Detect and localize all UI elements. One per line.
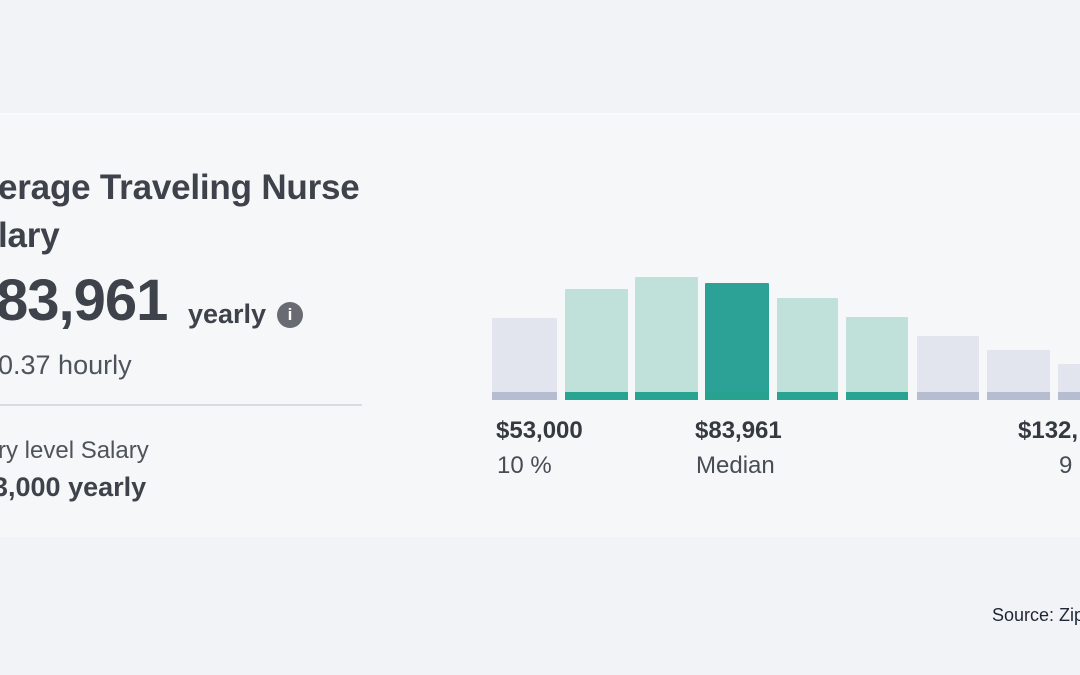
chart-label-90th-percentile: 9 (1059, 452, 1073, 479)
histogram-bar (1058, 364, 1080, 400)
chart-label-median-percentile: Median (696, 452, 775, 479)
histogram-bar-base (1058, 392, 1080, 400)
hourly-salary: 0.37 hourly (0, 350, 132, 380)
main-salary-period: yearly (188, 299, 267, 329)
histogram-bar-base (492, 392, 557, 400)
histogram-bar (777, 298, 838, 400)
entry-level-label: ry level Salary (0, 437, 149, 464)
histogram-bar-base (987, 392, 1050, 400)
chart-label-10th-percentile: 10 % (497, 452, 552, 479)
histogram-bar-base (917, 392, 979, 400)
histogram-bar (987, 350, 1050, 400)
page-title: erage Traveling Nurse lary (0, 164, 360, 260)
entry-level-value: 3,000 yearly (0, 472, 147, 502)
histogram-bar (917, 336, 979, 400)
source-attribution: Source: Zip (992, 605, 1080, 625)
chart-label-10th-value: $53,000 (496, 417, 583, 444)
histogram-bar-base (565, 392, 628, 400)
histogram-bar (705, 283, 769, 400)
histogram-bar-base (846, 392, 908, 400)
histogram-bar (565, 289, 628, 400)
page-title-line2: lary (0, 216, 60, 255)
histogram-bar-base (777, 392, 838, 400)
info-icon[interactable]: i (277, 302, 303, 328)
main-salary-amount: 83,961 (0, 268, 168, 333)
bar-chart (492, 277, 1080, 400)
chart-label-90th-value: $132, (1018, 417, 1079, 444)
chart-label-median-value: $83,961 (695, 417, 782, 444)
divider (0, 404, 362, 406)
histogram-bar-base (705, 392, 769, 400)
histogram-bar (635, 277, 698, 400)
histogram-bar-base (635, 392, 698, 400)
histogram-bar (846, 317, 908, 400)
info-icon-glyph: i (287, 305, 293, 324)
page-title-line1: erage Traveling Nurse (0, 168, 360, 207)
histogram-bar (492, 318, 557, 400)
